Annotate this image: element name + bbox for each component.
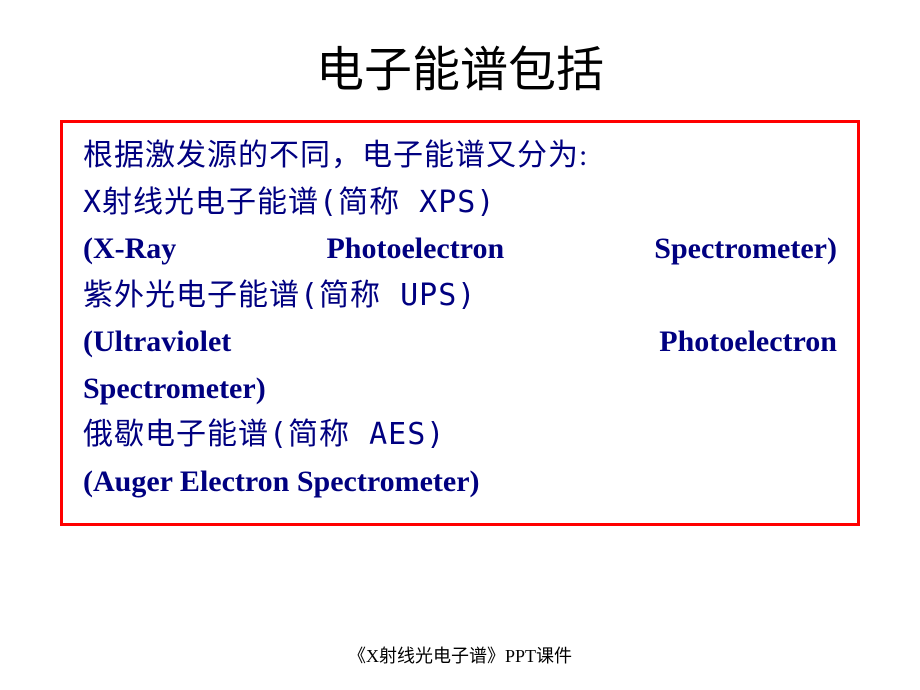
item-ups-en-p1: (Ultraviolet [83, 319, 231, 366]
content-box: 根据激发源的不同，电子能谱又分为: X射线光电子能谱(简称 XPS) (X-Ra… [60, 120, 860, 526]
item-ups-cn: 紫外光电子能谱(简称 UPS) [83, 273, 837, 320]
item-xps-en: (X-Ray Photoelectron Spectrometer) [83, 226, 837, 273]
item-ups-en-line1: (Ultraviolet Photoelectron [83, 319, 837, 366]
item-aes-en: (Auger Electron Spectrometer) [83, 459, 837, 506]
item-ups-en-line2: Spectrometer) [83, 366, 837, 413]
item-xps-cn: X射线光电子能谱(简称 XPS) [83, 180, 837, 227]
slide-footer: 《X射线光电子谱》PPT课件 [348, 642, 572, 668]
item-ups-en-p2: Photoelectron [659, 319, 837, 366]
slide-title: 电子能谱包括 [0, 0, 920, 120]
intro-text: 根据激发源的不同，电子能谱又分为: [83, 133, 837, 180]
item-aes-cn: 俄歇电子能谱(简称 AES) [83, 412, 837, 459]
